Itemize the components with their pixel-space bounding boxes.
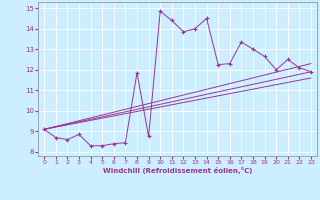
X-axis label: Windchill (Refroidissement éolien,°C): Windchill (Refroidissement éolien,°C) (103, 167, 252, 174)
